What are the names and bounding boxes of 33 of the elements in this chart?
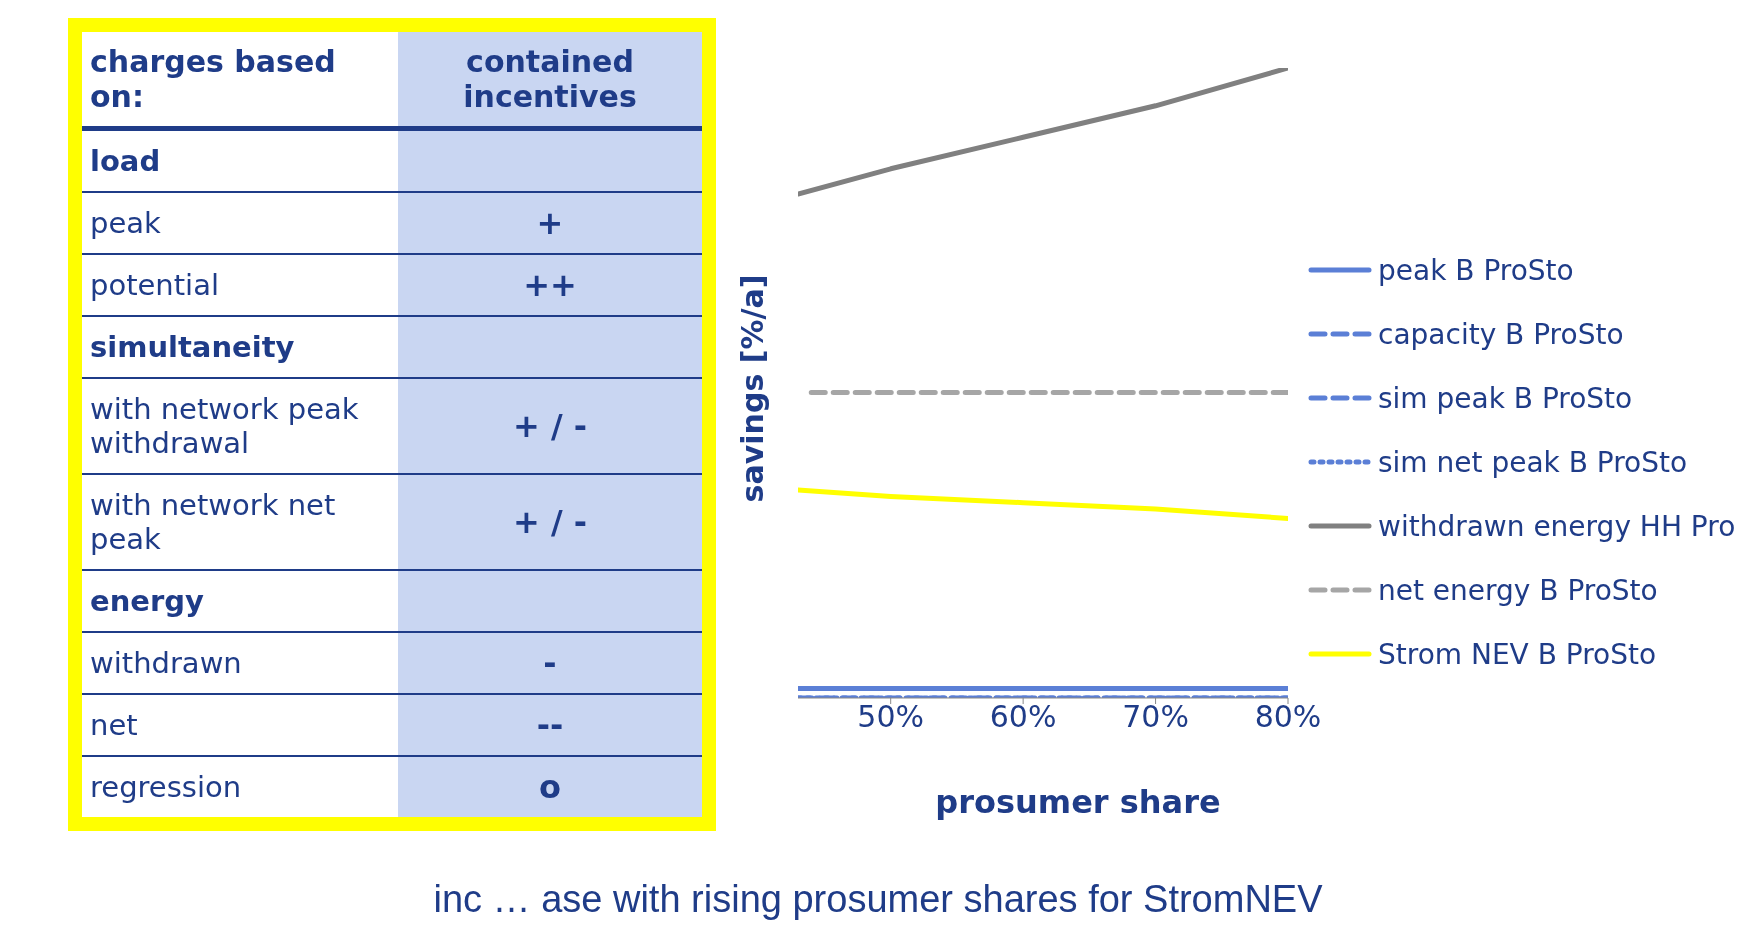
- category-label: with network net peak: [89, 487, 337, 558]
- y-axis-title: savings [%/a]: [735, 274, 771, 502]
- x-tick-label: 70%: [1122, 699, 1189, 735]
- legend-label: withdrawn energy HH Pro: [1378, 509, 1736, 543]
- legend-label: peak B ProSto: [1378, 253, 1574, 287]
- text: + / -: [512, 407, 588, 445]
- text: ++: [523, 266, 577, 304]
- category-label: energy: [89, 583, 205, 620]
- text: contained incentives: [398, 32, 702, 126]
- category-label: simultaneity: [89, 329, 296, 366]
- text: -: [543, 644, 557, 682]
- legend-label: net energy B ProSto: [1378, 573, 1658, 607]
- text: inc … ase with rising prosumer shares for StromNEV: [433, 878, 1323, 920]
- x-axis-title: prosumer share: [934, 783, 1222, 821]
- category-label: regression: [89, 769, 243, 806]
- x-tick-label: 80%: [1254, 699, 1322, 735]
- category-label: peak: [89, 205, 162, 242]
- category-label: with network peak withdrawal: [89, 391, 360, 462]
- x-tick-label: 50%: [857, 699, 925, 735]
- category-label: load: [89, 143, 162, 180]
- text: charges based on:: [89, 43, 337, 116]
- x-tick-label: 60%: [989, 699, 1057, 735]
- text: +: [536, 204, 564, 242]
- category-label: potential: [89, 267, 220, 304]
- legend-label: sim peak B ProSto: [1378, 381, 1633, 415]
- legend-label: Strom NEV B ProSto: [1378, 637, 1657, 671]
- legend-label: sim net peak B ProSto: [1378, 445, 1688, 479]
- legend-label: capacity B ProSto: [1378, 317, 1624, 351]
- text: o: [539, 768, 561, 806]
- category-label: net: [89, 707, 139, 744]
- category-label: withdrawn: [89, 645, 243, 682]
- text: --: [536, 706, 564, 744]
- text: + / -: [512, 503, 588, 541]
